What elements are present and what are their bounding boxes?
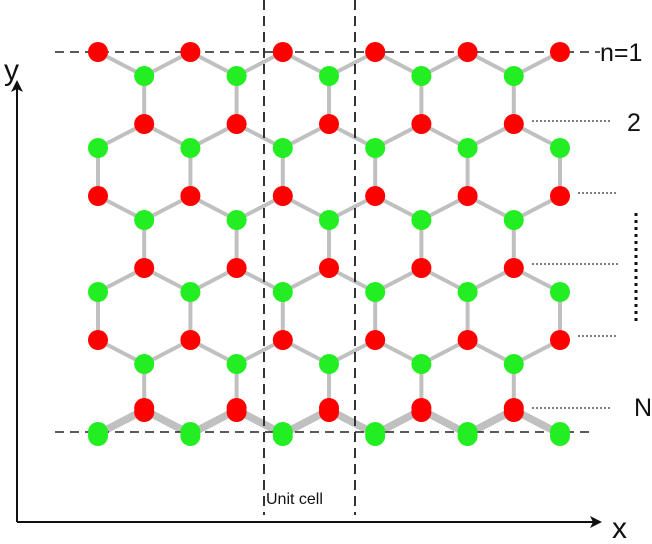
red-atom: [457, 330, 478, 350]
green-atom: [272, 422, 293, 442]
red-atom: [550, 330, 570, 350]
red-atom: [226, 398, 247, 418]
green-atom: [134, 66, 155, 86]
row-label-first: n=1: [600, 39, 642, 67]
green-atom: [180, 422, 201, 442]
red-atom: [180, 330, 201, 350]
red-atom: [88, 186, 108, 206]
green-atom: [319, 354, 339, 374]
red-atom: [272, 186, 293, 206]
green-atom: [134, 210, 155, 230]
green-atom: [503, 354, 524, 374]
red-atom: [319, 258, 339, 278]
green-atom: [457, 282, 478, 302]
red-atom: [180, 186, 201, 206]
green-atom: [226, 354, 247, 374]
red-atom: [411, 114, 432, 134]
green-atom: [411, 66, 432, 86]
red-atom: [365, 330, 386, 350]
green-atom: [226, 210, 247, 230]
atom-layer: [88, 42, 570, 446]
row-label-last: N: [634, 394, 652, 422]
red-atom: [411, 258, 432, 278]
red-atom: [134, 258, 155, 278]
green-atom: [88, 282, 108, 302]
green-atom: [365, 138, 386, 158]
axes: [11, 80, 602, 528]
red-atom: [503, 258, 524, 278]
unit-cell-label: Unit cell: [266, 491, 323, 508]
green-atom: [319, 66, 339, 86]
red-atom: [457, 42, 478, 62]
green-atom: [365, 282, 386, 302]
green-atom: [503, 210, 524, 230]
green-atom: [88, 422, 108, 442]
green-atom: [550, 138, 570, 158]
red-atom: [365, 186, 386, 206]
green-atom: [180, 138, 201, 158]
green-atom: [457, 138, 478, 158]
guide-layer: [55, 0, 638, 515]
green-atom: [457, 422, 478, 442]
red-atom: [411, 398, 432, 418]
red-atom: [88, 42, 108, 62]
red-atom: [365, 42, 386, 62]
red-atom: [457, 186, 478, 206]
red-atom: [319, 398, 339, 418]
green-atom: [272, 282, 293, 302]
red-atom: [503, 114, 524, 134]
green-atom: [226, 66, 247, 86]
green-atom: [550, 422, 570, 442]
bond-layer: [96, 50, 562, 438]
red-atom: [503, 398, 524, 418]
red-atom: [88, 330, 108, 350]
green-atom: [88, 138, 108, 158]
green-atom: [411, 210, 432, 230]
green-atom: [365, 422, 386, 442]
red-atom: [134, 114, 155, 134]
red-atom: [226, 114, 247, 134]
row-label-second: 2: [627, 109, 641, 137]
green-atom: [411, 354, 432, 374]
green-atom: [272, 138, 293, 158]
red-atom: [550, 186, 570, 206]
green-atom: [180, 282, 201, 302]
green-atom: [319, 210, 339, 230]
y-axis-label: y: [4, 54, 19, 87]
red-atom: [272, 42, 293, 62]
red-atom: [550, 42, 570, 62]
red-atom: [134, 398, 155, 418]
green-atom: [550, 282, 570, 302]
red-atom: [226, 258, 247, 278]
green-atom: [134, 354, 155, 374]
red-atom: [319, 114, 339, 134]
x-axis-label: x: [612, 512, 627, 544]
green-atom: [503, 66, 524, 86]
red-atom: [272, 330, 293, 350]
red-atom: [180, 42, 201, 62]
